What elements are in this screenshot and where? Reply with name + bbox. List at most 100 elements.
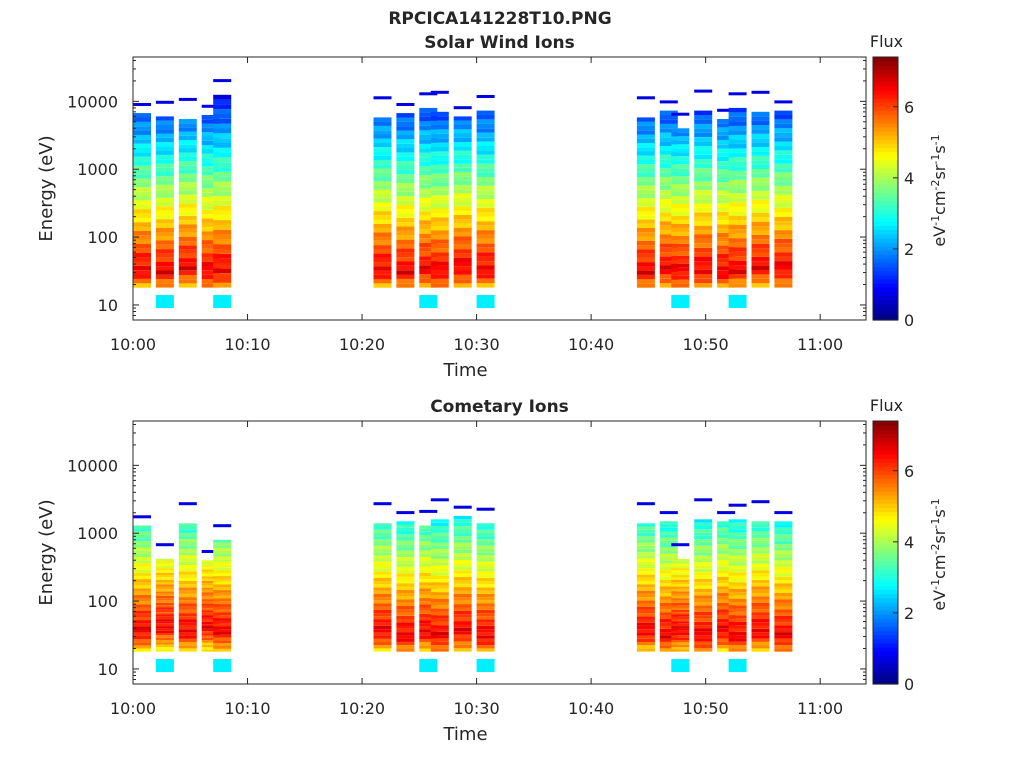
heatmap-cell: [133, 126, 151, 131]
heatmap-cell: [636, 606, 655, 610]
heatmap-column: [178, 97, 197, 288]
heatmap-cell: [178, 241, 197, 246]
heatmap-cell: [155, 125, 174, 130]
heatmap-cell: [419, 224, 438, 230]
heatmap-cell: [751, 142, 770, 147]
heatmap-cell: [751, 576, 770, 580]
heatmap-cell: [373, 245, 392, 250]
heatmap-cell: [373, 574, 392, 578]
colorbar-band: [873, 118, 898, 124]
heatmap-column: [717, 511, 736, 652]
heatmap-cell: [671, 561, 690, 564]
heatmap-cell: [373, 561, 392, 565]
heatmap-cell: [728, 608, 747, 612]
heatmap-cell: [213, 268, 232, 274]
heatmap-cell: [671, 271, 690, 276]
heatmap-cell: [430, 217, 449, 222]
colorbar-band: [873, 213, 898, 218]
heatmap-cell: [751, 534, 770, 538]
heatmap-cell: [728, 134, 747, 140]
heatmap-cell: [636, 542, 655, 546]
heatmap-cell: [373, 555, 392, 559]
heatmap-cell: [396, 148, 415, 153]
heatmap-cell: [476, 609, 495, 614]
heatmap-cell: [774, 570, 793, 574]
x-tick-label: 10:20: [339, 699, 385, 718]
heatmap-cell: [636, 616, 655, 620]
colorbar-band: [873, 622, 898, 628]
heatmap-cell: [476, 626, 495, 630]
heatmap-cell: [213, 234, 232, 240]
heatmap-cell: [728, 545, 747, 550]
heatmap-cell: [430, 555, 449, 559]
heatmap-cell: [133, 642, 151, 646]
heatmap-cell: [717, 207, 736, 212]
y-tick-label: 10: [98, 296, 118, 315]
heatmap-cell: [694, 615, 713, 619]
heatmap-cell: [636, 215, 655, 220]
heatmap-cell: [728, 648, 747, 652]
heatmap-cell: [694, 243, 713, 248]
heatmap-cell: [659, 570, 678, 574]
heatmap-cell: [636, 565, 655, 569]
heatmap-cell: [133, 182, 151, 188]
heatmap-cell: [728, 611, 747, 616]
colorbar-band: [873, 651, 898, 656]
y-tick-label: 1000: [77, 524, 118, 543]
heatmap-cell: [636, 172, 655, 177]
heatmap-cell: [717, 641, 736, 646]
heatmap-cell: [717, 586, 736, 590]
heatmap-cell: [430, 562, 449, 566]
heatmap-cell: [396, 152, 415, 157]
heatmap-cell: [201, 583, 220, 586]
heatmap-cell: [774, 168, 793, 173]
heatmap-cell: [133, 121, 151, 127]
heatmap-cell: [751, 625, 770, 629]
heatmap-cell: [430, 142, 449, 147]
colorbar-band: [873, 77, 898, 83]
heatmap-cell: [774, 537, 793, 541]
colorbar-band: [873, 85, 898, 91]
heatmap-cell: [419, 544, 438, 548]
heatmap-cell: [155, 558, 174, 562]
heatmap-cell: [419, 642, 438, 646]
colorbar-band: [873, 552, 898, 558]
heatmap-cell: [373, 198, 392, 203]
heatmap-cell: [133, 572, 151, 576]
heatmap-cell: [476, 542, 495, 546]
heatmap-cell: [694, 163, 713, 169]
heatmap-cell: [659, 190, 678, 195]
heatmap-cell: [717, 156, 736, 162]
heatmap-cell: [396, 645, 415, 649]
heatmap-cell: [476, 168, 495, 173]
heatmap-cell: [476, 199, 495, 204]
heatmap-cell: [717, 596, 736, 600]
heatmap-cell: [133, 209, 151, 214]
x-tick-label: 10:30: [454, 699, 500, 718]
heatmap-cell: [453, 560, 472, 564]
heatmap-cell: [453, 604, 472, 608]
heatmap-cell: [671, 128, 690, 133]
heatmap-cell: [430, 578, 449, 583]
heatmap-cell: [717, 266, 736, 271]
heatmap-cell: [717, 599, 736, 603]
heatmap-cell: [694, 110, 713, 115]
heatmap-cell: [430, 559, 449, 563]
heatmap-cell: [178, 626, 197, 630]
heatmap-cell: [155, 206, 174, 211]
heatmap-cell: [671, 644, 690, 647]
heatmap-cell: [476, 549, 495, 553]
heatmap-cell: [453, 610, 472, 615]
heatmap-cell: [396, 126, 415, 131]
heatmap-cell: [774, 123, 793, 129]
heatmap-cell: [396, 573, 415, 577]
heatmap-cell: [671, 176, 690, 181]
heatmap-cell: [133, 117, 151, 122]
heatmap-cell: [636, 642, 655, 646]
colorbar-unit-label: eV-1cm-2sr-1s-1: [929, 134, 950, 246]
colorbar-band: [873, 663, 898, 669]
heatmap-cell: [178, 144, 197, 149]
heatmap-cell: [430, 274, 449, 279]
heatmap-cell: [155, 588, 174, 592]
heatmap-cell: [396, 635, 415, 639]
